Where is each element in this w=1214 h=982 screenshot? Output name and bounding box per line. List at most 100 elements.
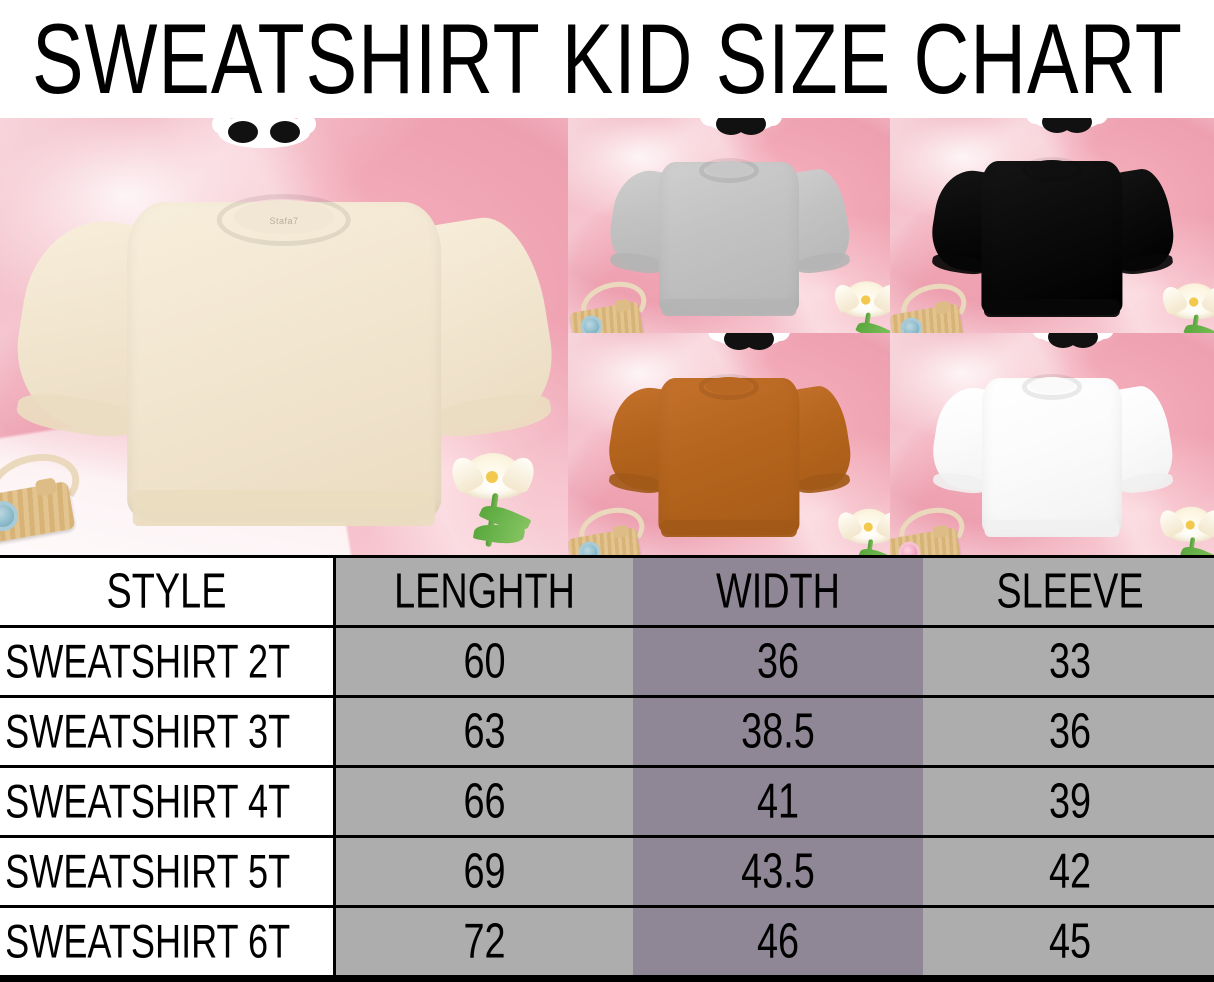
tulip-center [863, 522, 873, 532]
sunglasses-ear-left [708, 333, 728, 341]
header-cell-width: WIDTH [633, 555, 923, 628]
cuff-left [930, 470, 988, 496]
header-label-sleeve: SLEEVE [996, 563, 1144, 619]
sunglasses-lens-left [228, 121, 258, 143]
sunglasses-lens-right [270, 121, 300, 143]
tulip-center [861, 295, 871, 305]
cuff-left [607, 470, 664, 496]
row-length-value: 63 [463, 703, 506, 759]
sunglasses-prop [708, 333, 790, 350]
size-chart-table-wrapper: STYLE LENGHTH WIDTH SLEEVE SWEATSHIRT 2T… [0, 555, 1214, 982]
tulip-center [486, 471, 498, 483]
sunglasses-prop [1026, 118, 1108, 133]
brand-label: Stafa7 [269, 215, 299, 226]
shirt-body [981, 161, 1123, 315]
row-style-label: SWEATSHIRT 6T [5, 914, 291, 968]
sunglasses-lens-right [1062, 118, 1092, 133]
table-row: SWEATSHIRT 3T 63 38.5 36 [0, 695, 1214, 768]
sweatshirt-rust [603, 355, 855, 551]
row-sleeve-value: 45 [1048, 913, 1092, 969]
cell-style: SWEATSHIRT 5T [0, 835, 335, 908]
tulip-flower-prop [1166, 283, 1214, 333]
row-style-label: SWEATSHIRT 2T [5, 634, 291, 688]
table-row: SWEATSHIRT 4T 66 41 39 [0, 765, 1214, 838]
sunglasses-ear-left [700, 118, 720, 126]
shirt-hem [661, 298, 797, 316]
tulip-leaf-a [857, 544, 890, 555]
tulip-flower-prop [1163, 506, 1214, 555]
wooden-camera-toy-prop [890, 501, 970, 555]
cell-width: 46 [633, 905, 923, 978]
photo-main-cream-sweatshirt: Stafa7 [0, 118, 568, 555]
sunglasses-ear-right [762, 118, 782, 126]
cell-length: 72 [333, 905, 633, 978]
shirt-body [982, 378, 1122, 536]
wooden-camera-toy-prop [890, 277, 972, 333]
row-sleeve-value: 42 [1048, 843, 1092, 899]
sweatshirt-black [926, 138, 1178, 330]
sunglasses-lens-right [1068, 333, 1098, 348]
shirt-neck-opening [1029, 377, 1075, 395]
sunglasses-prop [212, 118, 316, 148]
row-length-value: 66 [463, 773, 506, 829]
photo-black-sweatshirt [890, 118, 1214, 333]
shirt-hem [984, 519, 1120, 538]
cell-length: 60 [333, 625, 633, 698]
shirt-neck-opening [706, 160, 752, 178]
photo-grid [568, 118, 1214, 555]
cuff-right [1116, 470, 1174, 496]
page-title: SWEATSHIRT KID SIZE CHART [31, 3, 1183, 115]
cuff-right [1117, 250, 1174, 277]
sweatshirt-white [926, 355, 1178, 551]
row-style-label: SWEATSHIRT 5T [5, 844, 291, 898]
cell-sleeve: 36 [923, 695, 1214, 768]
shirt-collar [698, 374, 760, 400]
sunglasses-ear-right [770, 333, 790, 341]
photo-rust-sweatshirt [568, 333, 890, 555]
wooden-camera-toy-prop [568, 501, 650, 555]
row-sleeve-value: 33 [1048, 633, 1092, 689]
row-style-label: SWEATSHIRT 4T [5, 774, 291, 828]
cell-sleeve: 39 [923, 765, 1214, 838]
cuff-right [794, 470, 851, 496]
row-length-value: 69 [463, 843, 506, 899]
photo-gray-sweatshirt [568, 118, 890, 333]
header-cell-sleeve: SLEEVE [923, 555, 1214, 628]
shirt-collar [216, 193, 352, 246]
shirt-neck-opening [706, 377, 752, 395]
header-cell-style: STYLE [0, 555, 335, 628]
shirt-neck-opening [233, 199, 335, 234]
cell-sleeve: 33 [923, 625, 1214, 698]
sunglasses-ear-left [1032, 333, 1052, 339]
shirt-collar [699, 158, 759, 183]
shirt-hem [983, 299, 1121, 317]
sunglasses-ear-right [1094, 333, 1114, 339]
table-row: SWEATSHIRT 2T 60 36 33 [0, 625, 1214, 698]
sunglasses-prop [1032, 333, 1114, 348]
sunglasses-lens-right [744, 333, 774, 350]
shirt-body [127, 201, 441, 522]
sunglasses-ear-right [1088, 118, 1108, 124]
sweatshirt-gray [604, 139, 854, 329]
cell-width: 43.5 [633, 835, 923, 908]
row-width-value: 38.5 [741, 703, 815, 759]
shirt-collar [1021, 157, 1083, 183]
wooden-camera-toy-prop [0, 444, 87, 545]
shirt-body [659, 161, 799, 314]
sunglasses-ear-right [296, 118, 316, 134]
cell-style: SWEATSHIRT 3T [0, 695, 335, 768]
table-header-row: STYLE LENGHTH WIDTH SLEEVE [0, 555, 1214, 628]
tulip-leaf-a [855, 317, 890, 333]
row-width-value: 46 [756, 913, 800, 969]
cell-length: 69 [333, 835, 633, 908]
cell-style: SWEATSHIRT 4T [0, 765, 335, 838]
table-row: SWEATSHIRT 5T 69 43.5 42 [0, 835, 1214, 908]
cell-style: SWEATSHIRT 6T [0, 905, 335, 978]
tulip-center [1189, 297, 1199, 307]
header-label-width: WIDTH [715, 563, 841, 619]
row-sleeve-value: 36 [1048, 703, 1092, 759]
cuff-left [14, 388, 140, 443]
size-chart-table: STYLE LENGHTH WIDTH SLEEVE SWEATSHIRT 2T… [0, 555, 1214, 978]
sunglasses-ear-left [212, 118, 232, 134]
shirt-body [658, 378, 800, 536]
